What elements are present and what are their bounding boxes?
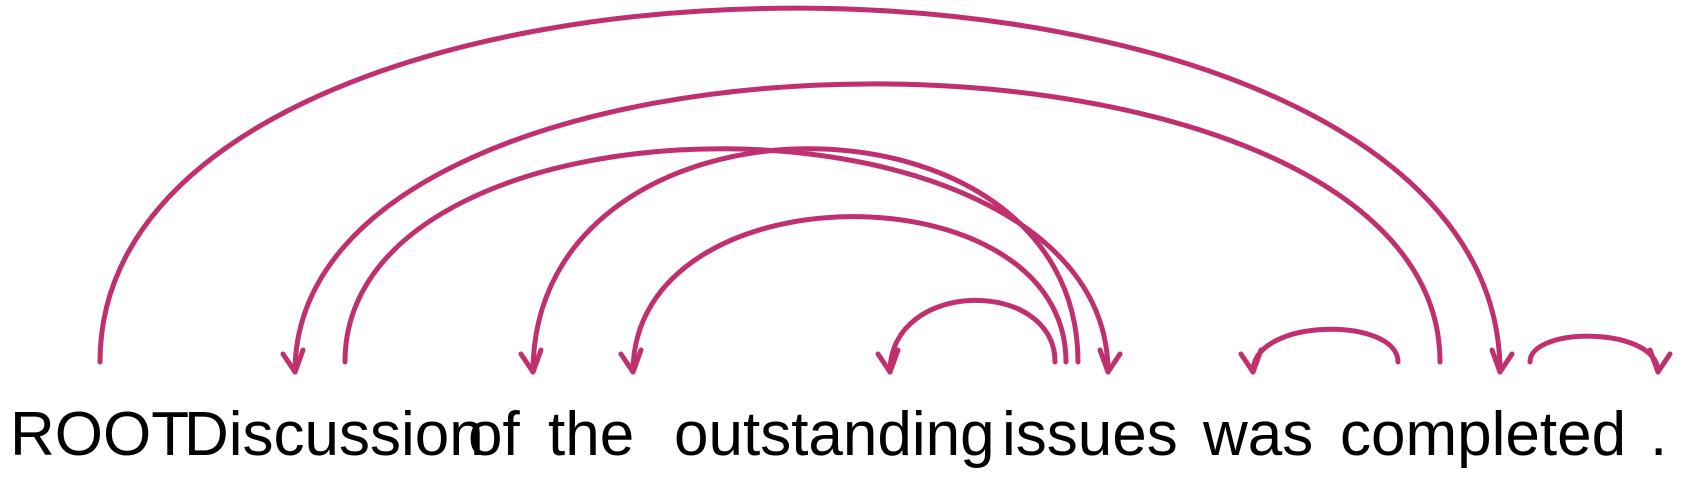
token-of: of bbox=[468, 400, 520, 469]
sentence-tokens: ROOT Discussion of the outstanding issue… bbox=[10, 400, 1667, 469]
arc-root-to-completed bbox=[97, 5, 1503, 375]
arrowhead-issues bbox=[1097, 347, 1123, 375]
arrowhead-outstanding bbox=[875, 347, 901, 375]
token-period: . bbox=[1650, 400, 1667, 469]
token-root: ROOT bbox=[10, 400, 189, 469]
arrowhead-was bbox=[1238, 347, 1264, 375]
token-was: was bbox=[1202, 400, 1313, 469]
arc-issues-to-of bbox=[530, 146, 1081, 375]
arc-issues-to-the bbox=[630, 214, 1069, 375]
token-issues: issues bbox=[1002, 400, 1178, 469]
dependency-arcs bbox=[97, 5, 1673, 375]
token-completed: completed bbox=[1340, 400, 1626, 469]
arc-completed-to-period bbox=[1527, 333, 1661, 375]
arc-completed-to-was bbox=[1250, 326, 1401, 375]
token-discussion: Discussion bbox=[184, 400, 484, 469]
arrowhead-discussion bbox=[280, 347, 306, 375]
arrowhead-completed bbox=[1489, 347, 1515, 375]
arc-discussion-to-issues bbox=[342, 146, 1111, 375]
arc-completed-to-discussion bbox=[292, 81, 1443, 375]
token-the: the bbox=[548, 400, 634, 469]
arc-issues-to-outstanding bbox=[887, 297, 1058, 375]
token-outstanding: outstanding bbox=[674, 400, 995, 469]
arrowhead-period bbox=[1647, 347, 1673, 375]
arrowhead-the bbox=[618, 347, 644, 375]
arrowhead-of bbox=[518, 347, 544, 375]
